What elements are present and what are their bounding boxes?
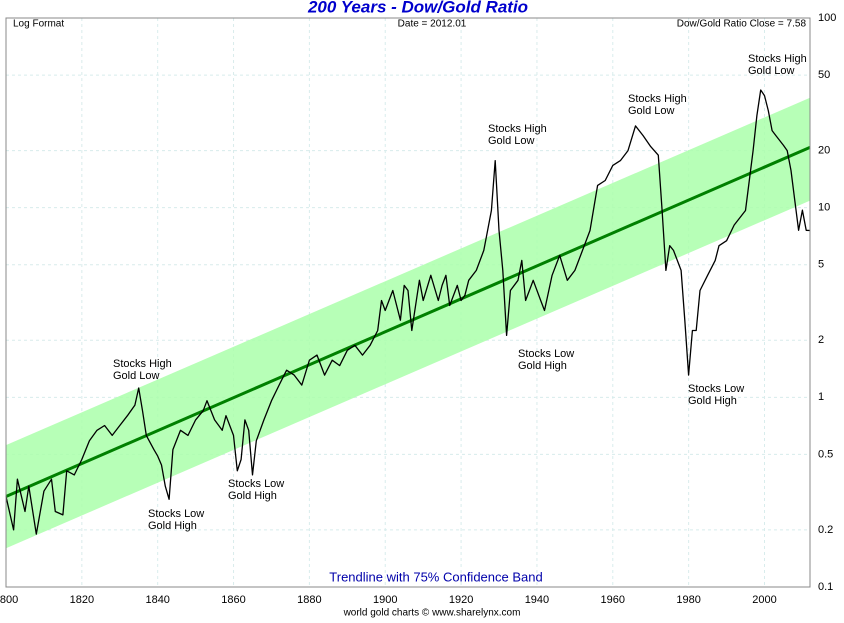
x-tick-label: 1800: [0, 594, 18, 606]
y-tick-label: 100: [818, 12, 836, 24]
annotation: Stocks High: [748, 53, 807, 65]
annotation: Gold High: [688, 395, 737, 407]
note-center: Date = 2012.01: [398, 19, 467, 30]
y-tick-label: 20: [818, 144, 830, 156]
y-tick-label: 10: [818, 202, 830, 214]
band-label: Trendline with 75% Confidence Band: [329, 569, 542, 584]
annotation: Stocks High: [628, 93, 687, 105]
x-tick-label: 1840: [145, 594, 169, 606]
y-tick-label: 50: [818, 69, 830, 81]
y-tick-label: 2: [818, 334, 824, 346]
y-tick-label: 5: [818, 259, 824, 271]
x-tick-label: 1980: [676, 594, 700, 606]
x-tick-label: 1920: [449, 594, 473, 606]
x-tick-label: 1860: [221, 594, 245, 606]
x-tick-label: 1880: [297, 594, 321, 606]
note-right: Dow/Gold Ratio Close = 7.58: [677, 19, 807, 30]
x-tick-label: 1940: [525, 594, 549, 606]
x-tick-label: 1820: [70, 594, 94, 606]
y-tick-label: 0.2: [818, 524, 833, 536]
chart-title: 200 Years - Dow/Gold Ratio: [307, 0, 528, 16]
annotation: Stocks Low: [688, 383, 744, 395]
x-tick-label: 1900: [373, 594, 397, 606]
trend-line: [5, 145, 811, 498]
credit: world gold charts © www.sharelynx.com: [343, 608, 521, 619]
plot-frame: [5, 17, 811, 588]
annotation: Stocks Low: [518, 348, 574, 360]
annotation: Stocks Low: [228, 478, 284, 490]
y-tick-label: 0.1: [818, 581, 833, 593]
annotation: Gold High: [518, 360, 567, 372]
y-tick-label: 1: [818, 391, 824, 403]
annotation: Gold Low: [488, 135, 535, 147]
annotation: Stocks Low: [148, 508, 204, 520]
y-tick-label: 0.5: [818, 448, 833, 460]
x-tick-label: 1960: [601, 594, 625, 606]
annotation: Stocks High: [113, 358, 172, 370]
annotation: Gold Low: [113, 370, 160, 382]
annotation: Gold High: [148, 520, 197, 532]
annotation: Stocks High: [488, 123, 547, 135]
annotation: Gold Low: [748, 65, 795, 77]
x-tick-label: 2000: [752, 594, 776, 606]
annotation: Gold High: [228, 490, 277, 502]
note-left: Log Format: [13, 19, 64, 30]
ratio-line: [5, 89, 811, 535]
annotation: Gold Low: [628, 105, 675, 117]
